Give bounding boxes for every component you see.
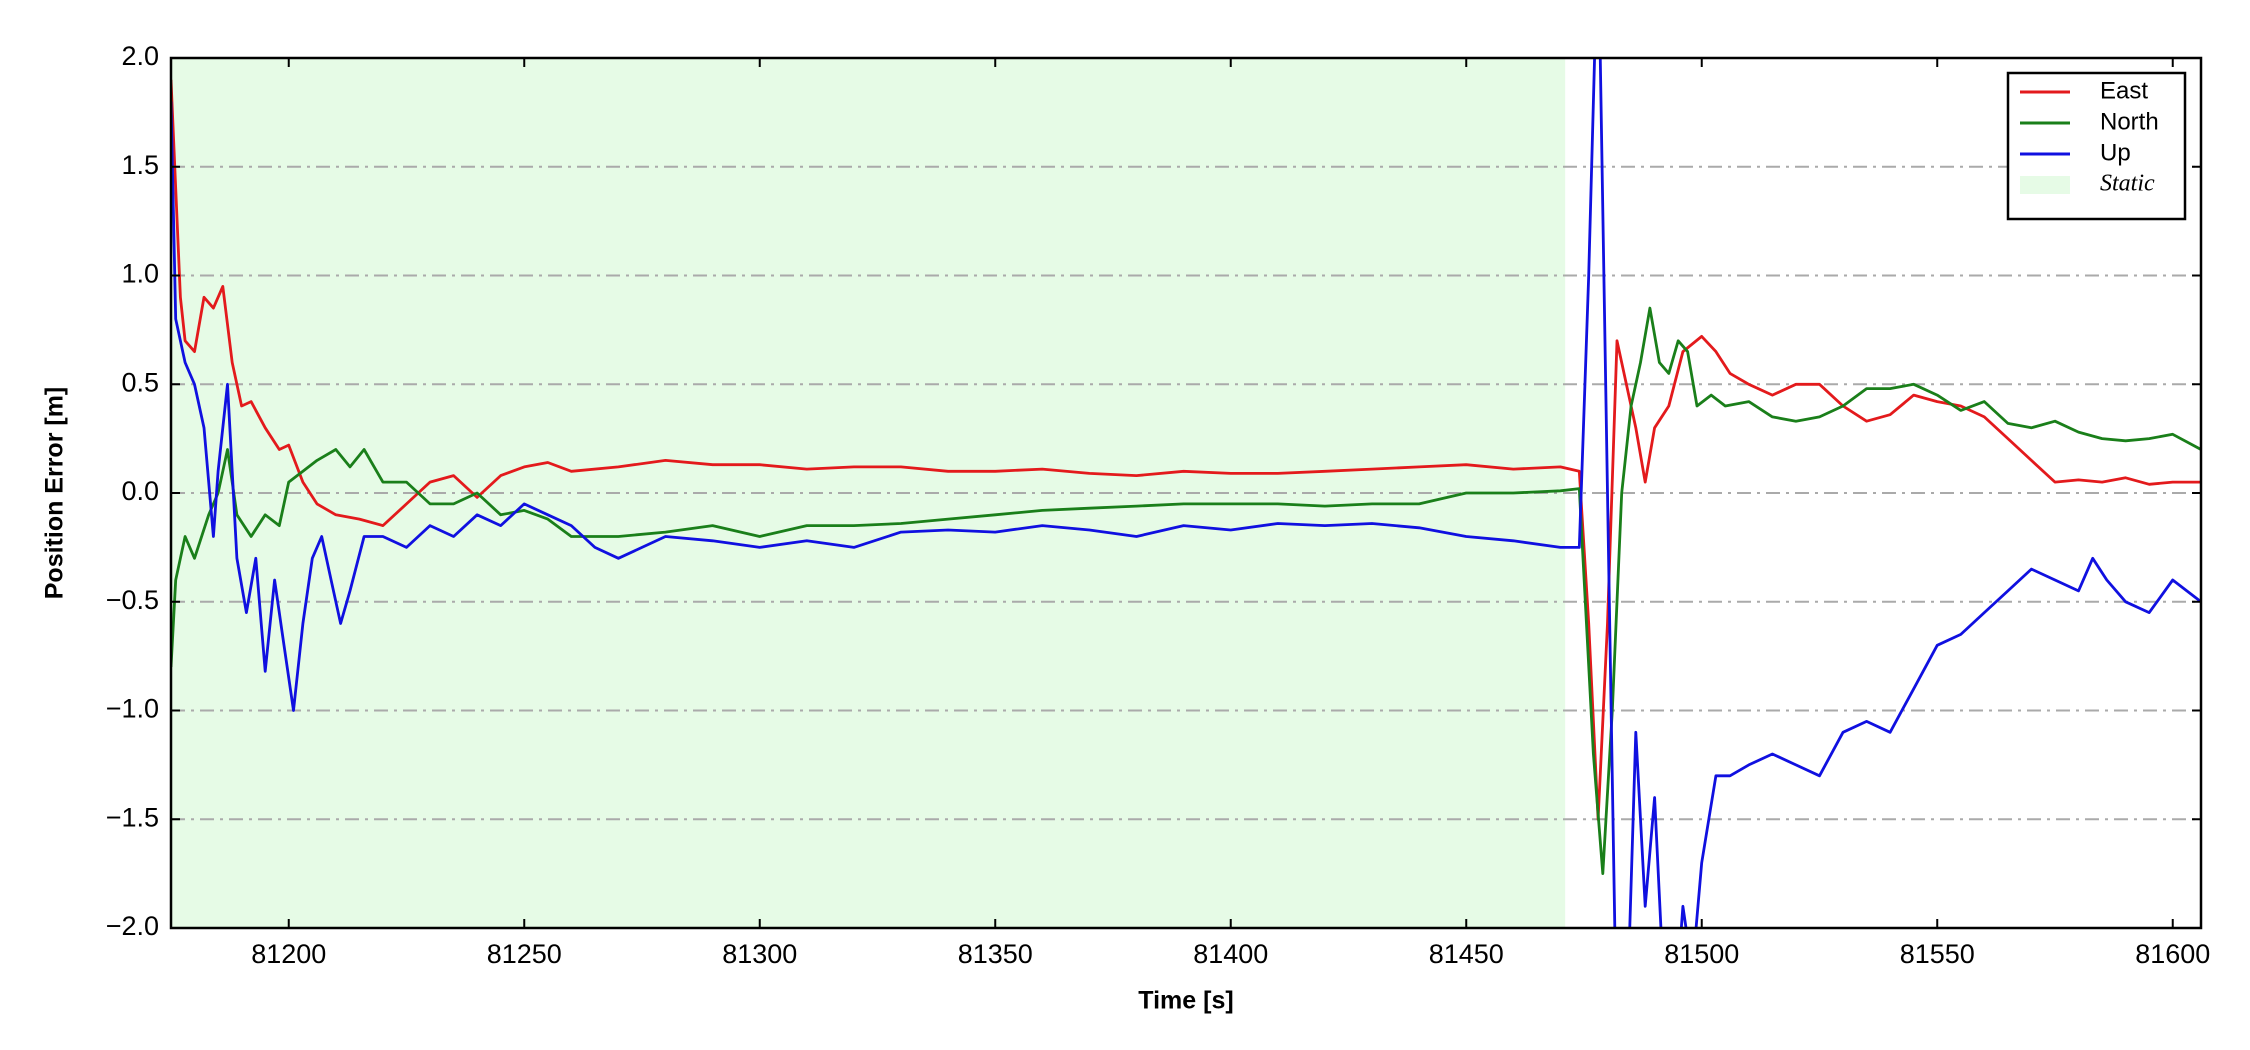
legend-label: Up: [2100, 139, 2131, 166]
x-axis-label: Time [s]: [1138, 987, 1233, 1015]
y-tick-label: 1.0: [121, 259, 159, 289]
y-tick-label: 0.0: [121, 476, 159, 506]
grid: [171, 165, 2201, 821]
series-line: [171, 79, 2201, 821]
y-tick-label: −0.5: [106, 585, 159, 615]
x-tick-label: 81450: [1429, 939, 1504, 969]
x-tick-label: 81500: [1664, 939, 1739, 969]
legend-box: [2006, 71, 2187, 221]
x-tick-label: 81200: [251, 939, 326, 969]
x-tick-label: 81300: [722, 939, 797, 969]
y-tick-label: −1.0: [106, 694, 159, 724]
series-line: [171, 58, 2201, 928]
y-axis-label: Position Error [m]: [41, 387, 69, 600]
x-tick-label: 81400: [1193, 939, 1268, 969]
x-tick-label: 81350: [958, 939, 1033, 969]
y-tick-label: 0.5: [121, 367, 159, 397]
legend-swatch: [2020, 176, 2070, 194]
x-tick-label: 81550: [1900, 939, 1975, 969]
lines: [171, 58, 2201, 928]
legend-label: North: [2100, 108, 2159, 135]
y-tick-label: −2.0: [106, 911, 159, 941]
x-tick-label: 81250: [487, 939, 562, 969]
y-tick-label: −1.5: [106, 802, 159, 832]
axes: −2.0 −1.5 −1.0 −0.5 0.0 0.5 1.0 1.5 2.0 81200 8125…: [106, 41, 2211, 969]
y-tick-label: 2.0: [121, 41, 159, 71]
series-line: [171, 306, 2201, 875]
y-tick-label: 1.5: [121, 150, 159, 180]
legend: East North Up Static: [2006, 71, 2187, 221]
legend-label: Static: [2100, 171, 2155, 197]
x-tick-label: 81600: [2135, 939, 2210, 969]
legend-label: East: [2100, 77, 2148, 104]
